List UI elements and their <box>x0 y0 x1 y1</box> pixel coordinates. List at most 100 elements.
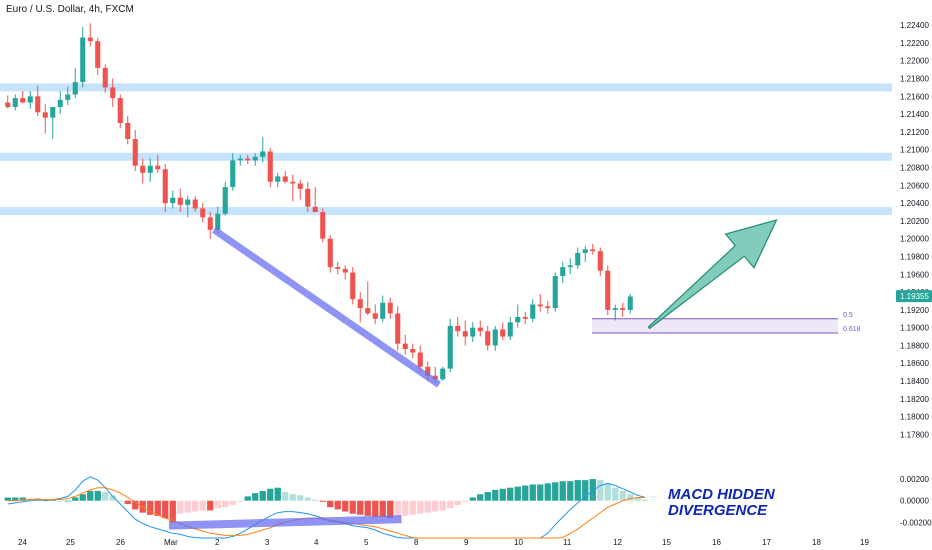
macd-pane[interactable] <box>4 476 649 539</box>
current-price-tag-bg <box>896 290 932 303</box>
time-tick-label: 11 <box>563 538 572 547</box>
symbol-title[interactable]: Euro / U.S. Dollar, 4h, FXCM <box>6 4 134 15</box>
candle-body <box>462 331 468 337</box>
time-tick-label: 17 <box>762 538 771 547</box>
candle-body <box>342 268 348 273</box>
macd-histogram-bar <box>64 500 71 502</box>
target-arrow[interactable] <box>647 219 778 330</box>
candle-body <box>35 96 41 113</box>
candle-body <box>207 217 213 230</box>
downtrend-line[interactable] <box>212 226 441 388</box>
candlestick-series <box>5 23 633 383</box>
time-axis[interactable]: 24 25 26 Mar 2 3 4 5 8 9 10 11 12 15 16 17 18 19 <box>18 538 869 547</box>
time-tick-label: 19 <box>860 538 869 547</box>
macd-histogram-bar <box>492 489 499 501</box>
candle-body <box>200 208 206 218</box>
macd-histogram-bar <box>432 500 439 512</box>
candle-body <box>57 99 63 107</box>
candle-body <box>65 94 71 100</box>
macd-histogram-bar <box>522 485 529 501</box>
macd-histogram-bar <box>364 500 371 516</box>
candle-body <box>312 206 318 212</box>
candle-body <box>95 41 101 68</box>
price-tick-label: 1.19800 <box>900 252 929 261</box>
candle-body <box>290 181 296 184</box>
candle-body <box>80 37 86 83</box>
candle-body <box>530 304 536 319</box>
macd-histogram-bar <box>184 500 191 513</box>
candle-body <box>537 304 543 307</box>
candle-body <box>237 158 243 161</box>
macd-histogram-bar <box>349 500 356 514</box>
price-tick-label: 1.19600 <box>900 270 929 279</box>
candle-body <box>260 151 266 157</box>
candle-body <box>410 349 416 353</box>
macd-histogram-bar <box>244 496 251 501</box>
macd-histogram-bar <box>642 499 649 501</box>
macd-histogram-bar <box>409 500 416 515</box>
macd-histogram-bar <box>169 500 176 523</box>
macd-histogram-bar <box>237 500 244 502</box>
candle-body <box>545 306 551 309</box>
time-tick-label: 5 <box>364 538 369 547</box>
candle-body <box>515 316 521 323</box>
fib-retracement[interactable]: 0.5 0.618 <box>592 312 861 334</box>
candle-body <box>87 37 93 42</box>
candle-body <box>110 87 116 99</box>
macd-divergence-line[interactable] <box>168 515 402 530</box>
macd-histogram-bar <box>207 500 214 511</box>
candle-body <box>20 98 26 103</box>
price-tick-label: 1.20800 <box>900 163 929 172</box>
price-axis[interactable]: 1.22400 1.22200 1.22000 1.21800 1.21600 1.214… <box>900 21 929 439</box>
macd-histogram-bar <box>567 481 574 501</box>
price-tick-label: 1.19200 <box>900 306 929 315</box>
candle-body <box>432 375 438 380</box>
resistance-zones <box>0 83 892 216</box>
macd-histogram-bar <box>274 487 281 501</box>
candle-body <box>245 158 251 161</box>
macd-histogram-bar <box>177 500 184 514</box>
macd-histogram-bar <box>297 495 304 501</box>
candle-body <box>372 313 378 319</box>
candle-body <box>102 67 108 88</box>
candle-body <box>552 276 558 309</box>
time-tick-label: 4 <box>314 538 319 547</box>
candle-body <box>177 197 183 205</box>
time-tick-label: 18 <box>812 538 821 547</box>
time-tick-label: 8 <box>414 538 419 547</box>
macd-histogram-bar <box>439 500 446 511</box>
candle-body <box>252 156 258 161</box>
resistance-zone <box>0 152 892 161</box>
macd-histogram-bar <box>334 500 341 510</box>
macd-histogram-bar <box>447 500 454 509</box>
fib-label-0-5: 0.5 <box>843 312 853 319</box>
candle-body <box>297 183 303 189</box>
price-tick-label: 1.21200 <box>900 128 929 137</box>
price-trendline[interactable] <box>212 226 441 388</box>
candle-body <box>590 249 596 252</box>
macd-histogram-bar <box>117 500 124 502</box>
bullish-target-arrow[interactable] <box>647 219 778 330</box>
candle-body <box>267 151 273 182</box>
candle-body <box>597 251 603 271</box>
macd-histogram-bar <box>312 499 319 501</box>
candle-body <box>27 96 33 103</box>
annotation-line-1: MACD HIDDEN <box>668 486 776 503</box>
macd-histogram-bar <box>162 500 169 519</box>
candle-body <box>507 322 513 337</box>
price-tick-label: 1.20600 <box>900 181 929 190</box>
candle-body <box>447 325 453 369</box>
candle-body <box>230 160 236 188</box>
candle-body <box>192 199 198 209</box>
time-tick-label: 15 <box>662 538 671 547</box>
current-price-value: 1.19355 <box>900 292 929 301</box>
price-tick-label: 1.21800 <box>900 75 929 84</box>
macd-histogram-bar <box>94 490 101 501</box>
macd-histogram-bar <box>499 488 506 501</box>
resistance-zone <box>0 207 892 216</box>
candle-body <box>125 122 131 140</box>
macd-histogram-bar <box>612 487 619 501</box>
candle-body <box>492 329 498 346</box>
macd-histogram-bar <box>102 492 109 501</box>
